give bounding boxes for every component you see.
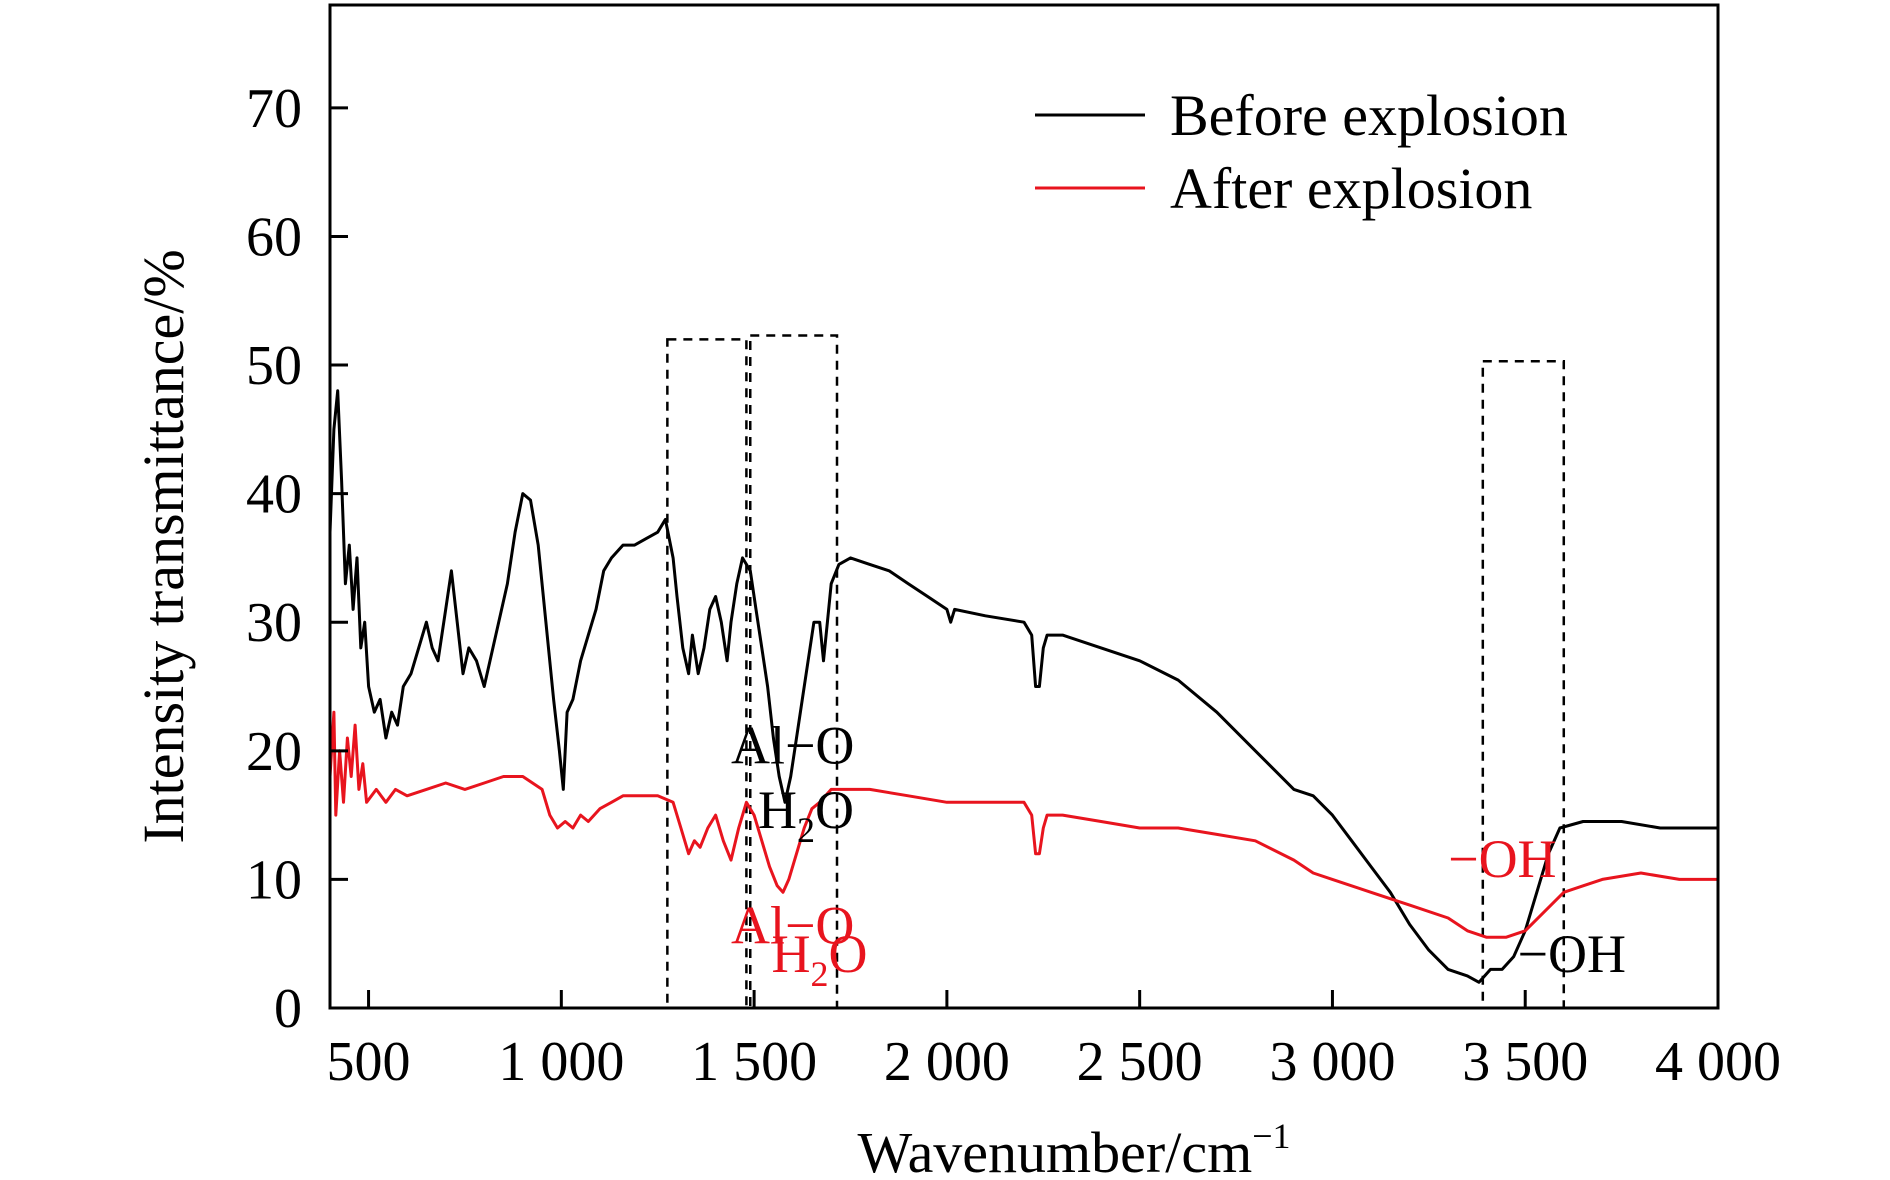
x-axis-title: Wavenumber/cm−1	[857, 1116, 1290, 1180]
x-tick-label: 4 000	[1655, 1031, 1781, 1093]
legend-label-2: After explosion	[1170, 156, 1532, 221]
y-tick-label: 20	[246, 721, 302, 783]
plot-frame	[328, 3, 1720, 1010]
y-tick-label: 50	[246, 335, 302, 397]
annotation-alo-before: Al−O	[731, 716, 854, 776]
legend-label-1: Before explosion	[1170, 83, 1568, 148]
y-tick-label: 60	[246, 206, 302, 268]
x-tick-label: 500	[327, 1031, 411, 1093]
x-tick-label: 3 500	[1462, 1031, 1588, 1093]
x-tick-label: 1 000	[498, 1031, 624, 1093]
y-tick-label: 40	[246, 464, 302, 526]
annotation-oh-after: −OH	[1448, 829, 1556, 889]
annotation-h2o-before: H2O	[758, 780, 854, 850]
x-tick-label: 3 000	[1269, 1031, 1395, 1093]
y-tick-label: 30	[246, 592, 302, 654]
y-tick-label: 0	[274, 978, 302, 1040]
annotation-oh-before: −OH	[1518, 924, 1626, 984]
x-tick-label: 2 000	[884, 1031, 1010, 1093]
annotation-alo-after: Al−O	[731, 896, 854, 956]
x-tick-label: 2 500	[1077, 1031, 1203, 1093]
highlight-region-3	[1481, 359, 1566, 1010]
series-layer	[328, 389, 1718, 984]
axes: 0 10 20 30 40 50 60 70 500 1 000 1 500 2 000 2 500 3 …	[131, 3, 1781, 1180]
legend: Before explosion After explosion	[1035, 83, 1568, 221]
y-tick-label: 70	[246, 78, 302, 140]
x-tick-label: 1 500	[691, 1031, 817, 1093]
series-line-before-explosion	[328, 389, 1718, 984]
series-line-after-explosion	[328, 710, 1718, 939]
y-axis-title: Intensity transmittance/%	[131, 249, 196, 843]
y-tick-label: 10	[246, 849, 302, 911]
